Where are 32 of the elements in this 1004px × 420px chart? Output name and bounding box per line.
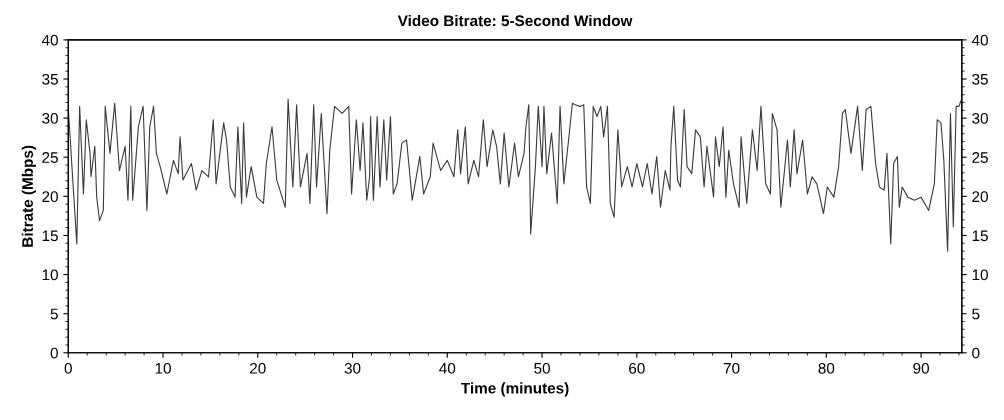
x-tick-label: 10: [155, 362, 171, 374]
x-axis-title: Time (minutes): [461, 382, 569, 397]
y-tick-label: 20: [42, 191, 58, 203]
x-tick-label: 20: [250, 362, 266, 374]
y2-tick-label: 30: [972, 112, 988, 124]
y2-tick-label: 10: [972, 269, 988, 281]
y2-tick-label: 0: [972, 347, 980, 359]
y-tick-label: 40: [41, 34, 58, 46]
y-tick-label: 10: [42, 269, 58, 281]
x-tick-label: 60: [629, 362, 645, 374]
y2-tick-label: 40: [971, 34, 988, 46]
x-tick-label: 0: [64, 362, 72, 374]
x-tick-label: 40: [439, 362, 456, 374]
x-tick-label: 90: [913, 362, 929, 374]
y2-tick-label: 35: [972, 73, 988, 85]
y2-tick-label: 20: [972, 191, 988, 203]
y-axis-title: Bitrate (Mbps): [21, 145, 36, 247]
x-tick-label: 50: [534, 362, 550, 374]
y-tick-label: 25: [42, 152, 58, 163]
line-series: [68, 98, 962, 252]
chart-title: Video Bitrate: 5-Second Window: [397, 14, 633, 27]
y-tick-label: 5: [50, 308, 58, 320]
y2-tick-label: 15: [972, 230, 988, 242]
x-tick-label: 30: [344, 362, 361, 374]
y-tick-label: 30: [42, 112, 58, 124]
x-tick-label: 70: [723, 362, 740, 374]
y2-tick-label: 25: [972, 152, 988, 163]
y-tick-label: 0: [50, 347, 58, 359]
y-tick-label: 35: [42, 73, 58, 85]
y-tick-label: 15: [42, 230, 58, 242]
y2-tick-label: 5: [972, 308, 980, 320]
x-tick-label: 80: [818, 362, 835, 374]
